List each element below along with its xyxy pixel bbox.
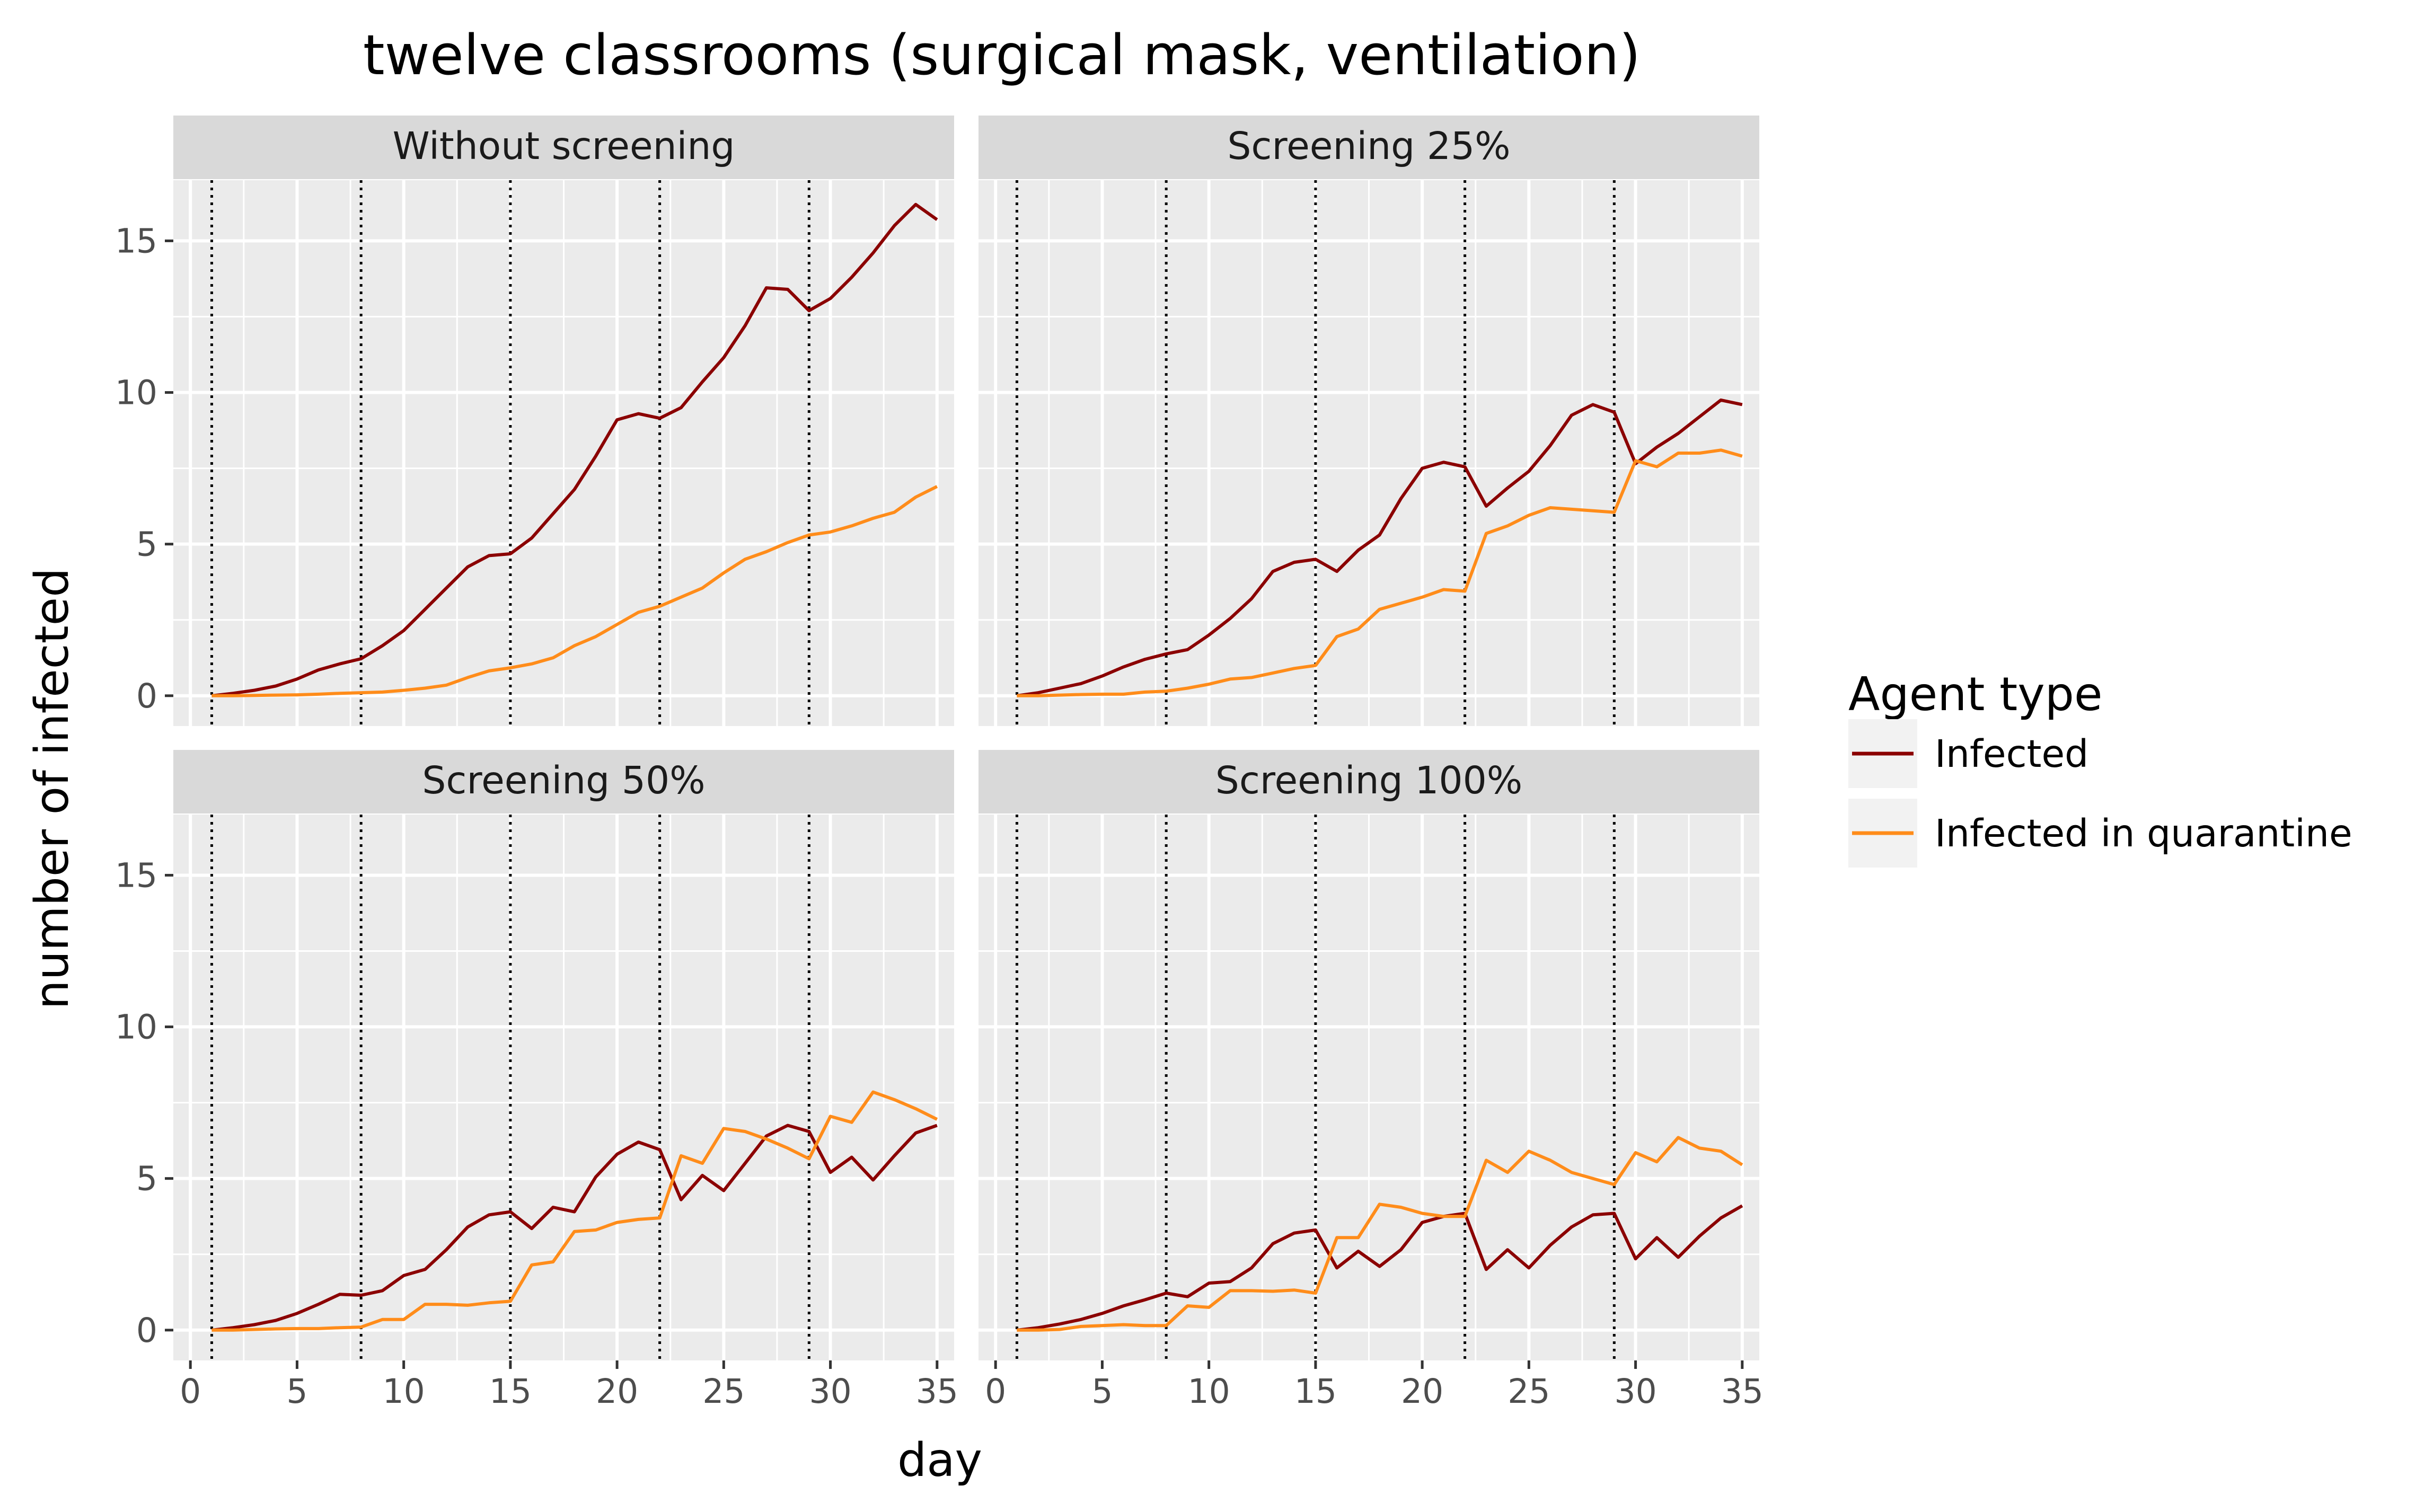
y-axis-title: number of infected [25,568,79,1010]
x-tick-label: 35 [1721,1372,1764,1411]
legend-label: Infected [1935,732,2088,776]
legend-title: Agent type [1848,667,2103,721]
legend-label: Infected in quarantine [1935,811,2352,855]
series-line-infected [211,202,938,697]
x-tick-label: 15 [1294,1372,1337,1411]
series-line-infected-in-quarantine [211,485,938,697]
facet-panel: Screening 100% 0 5 10 15 20 25 30 35 [979,750,1764,1411]
x-tick-label: 5 [286,1372,307,1411]
y-tick-label: 0 [136,677,157,715]
x-axis-title: day [897,1433,982,1487]
x-tick-label: 35 [916,1372,958,1411]
series-line-infected-in-quarantine [1017,448,1743,697]
facet-strip-label: Screening 50% [422,758,705,802]
y-tick-label: 5 [136,1160,157,1198]
y-tick-label: 10 [115,374,157,412]
facet-strip-label: Without screening [393,124,735,168]
series-line-infected [1017,1204,1743,1332]
facet-panel: Screening 50% 0 5 10 15 0 5 10 15 20 25 30 35 [115,750,958,1411]
x-tick-label: 20 [1401,1372,1443,1411]
y-tick-label: 10 [115,1008,157,1047]
facet-strip [173,750,954,814]
x-tick-label: 25 [1508,1372,1550,1411]
x-tick-label: 5 [1091,1372,1113,1411]
series-line-infected [1016,398,1743,697]
series-line-infected-in-quarantine [211,1090,938,1332]
facet-strip [979,116,1759,179]
facet-strip [979,750,1759,814]
y-tick-label: 0 [136,1311,157,1350]
series-line-infected-in-quarantine [1017,1136,1743,1332]
x-tick-label: 0 [180,1372,201,1411]
y-tick-label: 5 [136,525,157,564]
facet-strip-label: Screening 25% [1227,124,1510,168]
x-tick-label: 30 [809,1372,851,1411]
x-tick-label: 30 [1614,1372,1656,1411]
facet-panel: Without screening 0 5 10 15 [115,116,954,726]
x-tick-label: 20 [596,1372,638,1411]
x-tick-label: 0 [985,1372,1006,1411]
facet-panels: Without screening 0 5 10 15 Screening 25% Scre… [115,116,1764,1411]
facet-strip-label: Screening 100% [1215,758,1522,802]
facet-panel: Screening 25% [979,116,1759,726]
x-tick-label: 10 [383,1372,425,1411]
legend-entries: Infected Infected in quarantine [1848,719,2352,868]
legend: Agent type Infected Infected in quarantin… [1848,667,2352,868]
y-tick-label: 15 [115,856,157,895]
facet-strip [173,116,954,179]
chart-title: twelve classrooms (surgical mask, ventil… [363,23,1641,87]
x-tick-label: 10 [1188,1372,1230,1411]
x-tick-label: 25 [702,1372,745,1411]
x-tick-label: 15 [489,1372,532,1411]
y-tick-label: 15 [115,222,157,260]
